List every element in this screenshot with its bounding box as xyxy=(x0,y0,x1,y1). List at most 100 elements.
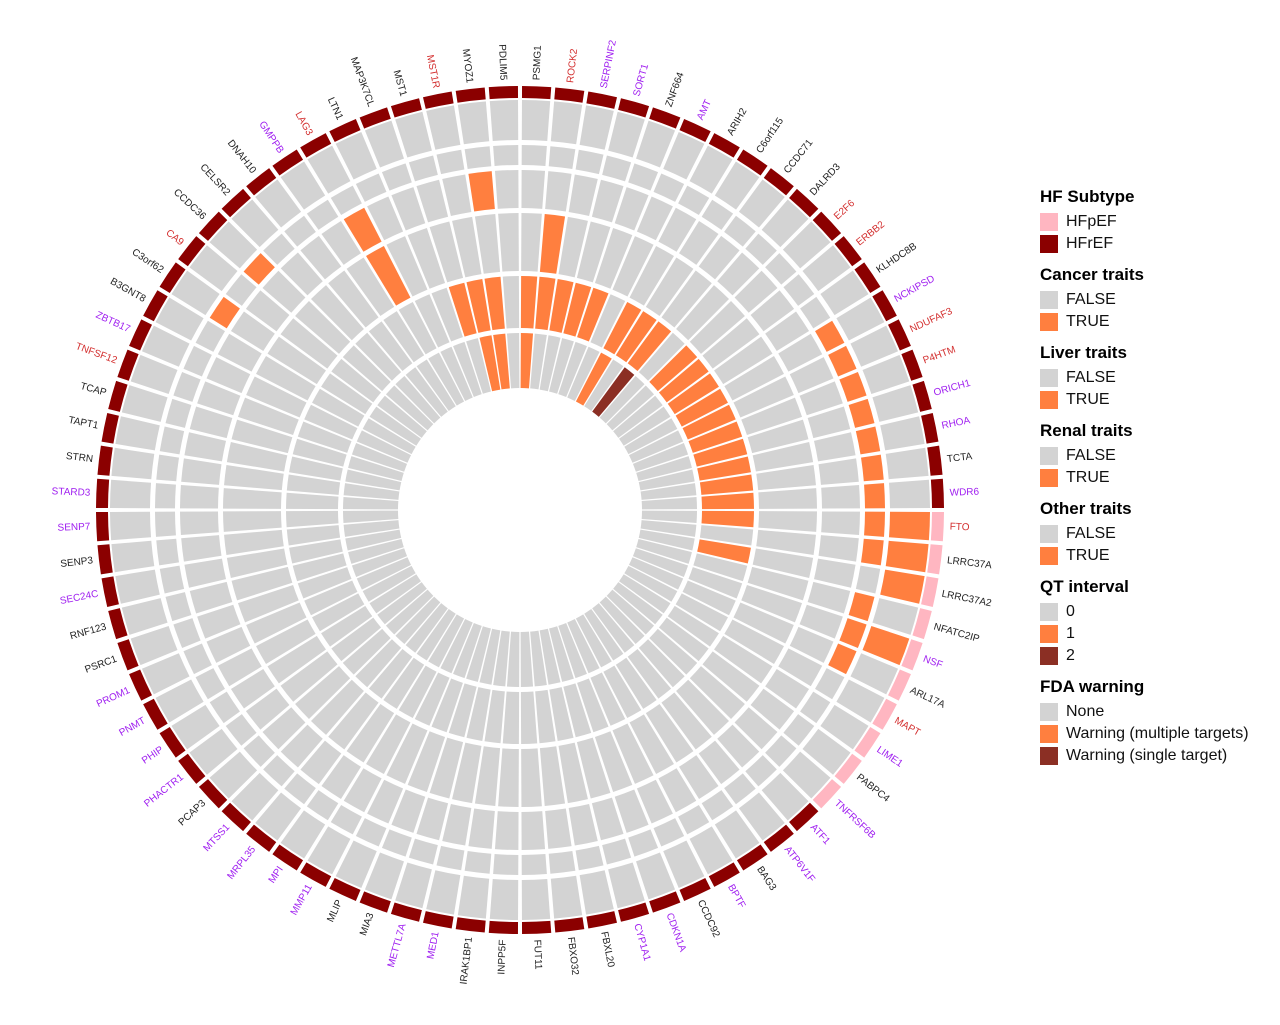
gene-label-celsr2: CELSR2 xyxy=(198,162,233,198)
cell-klhdc8b-qt-interval xyxy=(667,373,719,415)
gene-label-serpinf2: SERPINF2 xyxy=(599,39,619,90)
cell-cdkn1a-renal-traits xyxy=(628,829,659,857)
cell-tcta-fda-warning xyxy=(640,483,697,500)
cell-psmg1-renal-traits xyxy=(521,145,547,166)
cell-p4htm-liver-traits xyxy=(799,381,843,416)
legend-swatch xyxy=(1040,603,1058,621)
subtype-cell-rhoa xyxy=(921,413,939,444)
cell-senp7-fda-warning xyxy=(343,510,399,524)
cell-lime1-liver-traits xyxy=(765,669,810,709)
gene-label-ccdc92: CCDC92 xyxy=(695,898,722,939)
cell-pnmt-other-traits xyxy=(155,679,204,723)
subtype-cell-ltn1 xyxy=(329,119,361,143)
cell-tcap-cancer-traits xyxy=(231,419,293,454)
cell-lrrc37a2-qt-interval xyxy=(697,539,751,564)
cell-e2f6-cancer-traits xyxy=(689,301,745,354)
cell-tapt1-cancer-traits xyxy=(226,442,288,472)
subtype-cell-lag3 xyxy=(300,133,332,158)
subtype-cell-mst1 xyxy=(390,98,422,118)
cell-bag3-liver-traits xyxy=(679,755,719,800)
cell-sec24c-other-traits xyxy=(115,569,160,604)
gene-label-e2f6: E2F6 xyxy=(832,198,857,223)
subtype-cell-atp6v1f xyxy=(763,824,794,852)
gene-label-nsf: NSF xyxy=(921,654,944,671)
cell-amt-other-traits xyxy=(663,131,705,180)
cell-znf664-cancer-traits xyxy=(594,227,633,289)
cell-inpp5f-liver-traits xyxy=(494,811,519,850)
legend-title: Other traits xyxy=(1040,499,1132,518)
cell-tnfrsf6b-renal-traits xyxy=(765,735,797,767)
gene-label-lag3: LAG3 xyxy=(292,110,314,138)
cell-pdlim5-cancer-traits xyxy=(498,213,519,272)
gene-label-nfatc2ip: NFATC2IP xyxy=(932,622,981,645)
cell-serpinf2-other-traits xyxy=(579,105,614,150)
cell-dalrd3-other-traits xyxy=(761,199,809,248)
cell-med1-fda-warning xyxy=(479,628,501,685)
cell-mapt-fda-warning xyxy=(624,565,678,602)
cell-dalrd3-renal-traits xyxy=(745,233,777,265)
subtype-cell-cyp1a1 xyxy=(618,902,650,922)
cell-mpi-liver-traits xyxy=(321,755,361,800)
cell-mlip-renal-traits xyxy=(355,818,387,847)
legend-label: Warning (single target) xyxy=(1066,747,1228,764)
cell-strn-fda-warning xyxy=(343,483,400,500)
cell-ccdc71-renal-traits xyxy=(724,215,756,247)
subtype-cell-tcta xyxy=(927,445,943,476)
cell-strn-cancer-traits xyxy=(224,464,284,491)
cell-arl17a-renal-traits xyxy=(828,643,857,675)
cell-ltn1-cancer-traits xyxy=(386,236,428,297)
gene-label-dnah10: DNAH10 xyxy=(225,138,258,176)
cell-senp3-liver-traits xyxy=(181,535,222,562)
cell-senp7-liver-traits xyxy=(180,511,219,536)
cell-sec24c-liver-traits xyxy=(184,558,227,588)
cell-tnfrsf6b-liver-traits xyxy=(734,707,778,750)
cell-dnah10-qt-interval xyxy=(368,321,413,372)
cell-arl17a-liver-traits xyxy=(789,626,834,663)
gene-label-cdkn1a: CDKN1A xyxy=(664,912,688,954)
cell-erbb2-renal-traits xyxy=(783,274,815,306)
cell-mtss1-other-traits xyxy=(231,772,279,821)
cell-stard3-liver-traits xyxy=(180,484,219,509)
cell-lime1-fda-warning xyxy=(619,574,671,614)
cell-lime1-cancer-traits xyxy=(714,635,773,684)
cell-atp6v1f-liver-traits xyxy=(698,740,740,785)
circular-heatmap-svg: FTO LRRC37A LRRC37A2 NFATC2IP NSF ARL17A MAPT L… xyxy=(51,39,992,985)
subtype-cell-arl17a xyxy=(887,669,911,701)
cell-fbxo32-other-traits xyxy=(550,875,583,919)
cell-psmg1-liver-traits xyxy=(521,170,546,209)
cell-serpinf2-qt-interval xyxy=(549,279,574,333)
gene-label-prom1: PROM1 xyxy=(95,685,132,710)
gene-label-irak1bp1: IRAK1BP1 xyxy=(459,936,476,985)
cell-serpinf2-liver-traits xyxy=(568,174,598,217)
legend-swatch xyxy=(1040,369,1058,387)
cell-map3k7cl-other-traits xyxy=(364,120,404,168)
cell-ccdc92-qt-interval xyxy=(590,672,626,726)
cell-pabpc4-fda-warning xyxy=(613,582,663,625)
subtype-cell-senp3 xyxy=(97,544,113,575)
cell-senp3-renal-traits xyxy=(156,538,179,566)
cell-erbb2-fda-warning xyxy=(613,395,663,438)
gene-label-map3k7cl: MAP3K7CL xyxy=(348,56,377,109)
gene-label-znf664: ZNF664 xyxy=(664,70,687,108)
cell-tnfrsf6b-qt-interval xyxy=(649,628,698,675)
cell-klhdc8b-renal-traits xyxy=(800,296,831,329)
gene-label-mtss1: MTSS1 xyxy=(202,822,233,854)
cell-nfatc2ip-qt-interval xyxy=(693,553,748,582)
subtype-cell-myoz1 xyxy=(455,87,486,103)
gene-label-mrpl35: MRPL35 xyxy=(225,844,258,882)
cell-ccdc92-renal-traits xyxy=(653,818,685,847)
cell-nfatc2ip-liver-traits xyxy=(807,581,851,614)
cell-phip-qt-interval xyxy=(321,605,373,647)
gene-label-c6orf115: C6orf115 xyxy=(754,116,786,156)
cell-b3gnt8-liver-traits xyxy=(217,333,262,372)
gene-label-tcap: TCAP xyxy=(79,381,108,399)
gene-label-mpi: MPI xyxy=(267,865,286,886)
cell-cyp1a1-other-traits xyxy=(608,862,645,909)
cell-bptf-cancer-traits xyxy=(629,714,674,774)
cell-myoz1-cancer-traits xyxy=(474,214,501,274)
cell-phactr1-other-traits xyxy=(189,728,238,775)
cell-dnah10-cancer-traits xyxy=(328,270,379,328)
cell-rnf123-other-traits xyxy=(121,598,168,635)
cell-lime1-qt-interval xyxy=(667,605,719,647)
cell-arl17a-other-traits xyxy=(850,653,899,695)
